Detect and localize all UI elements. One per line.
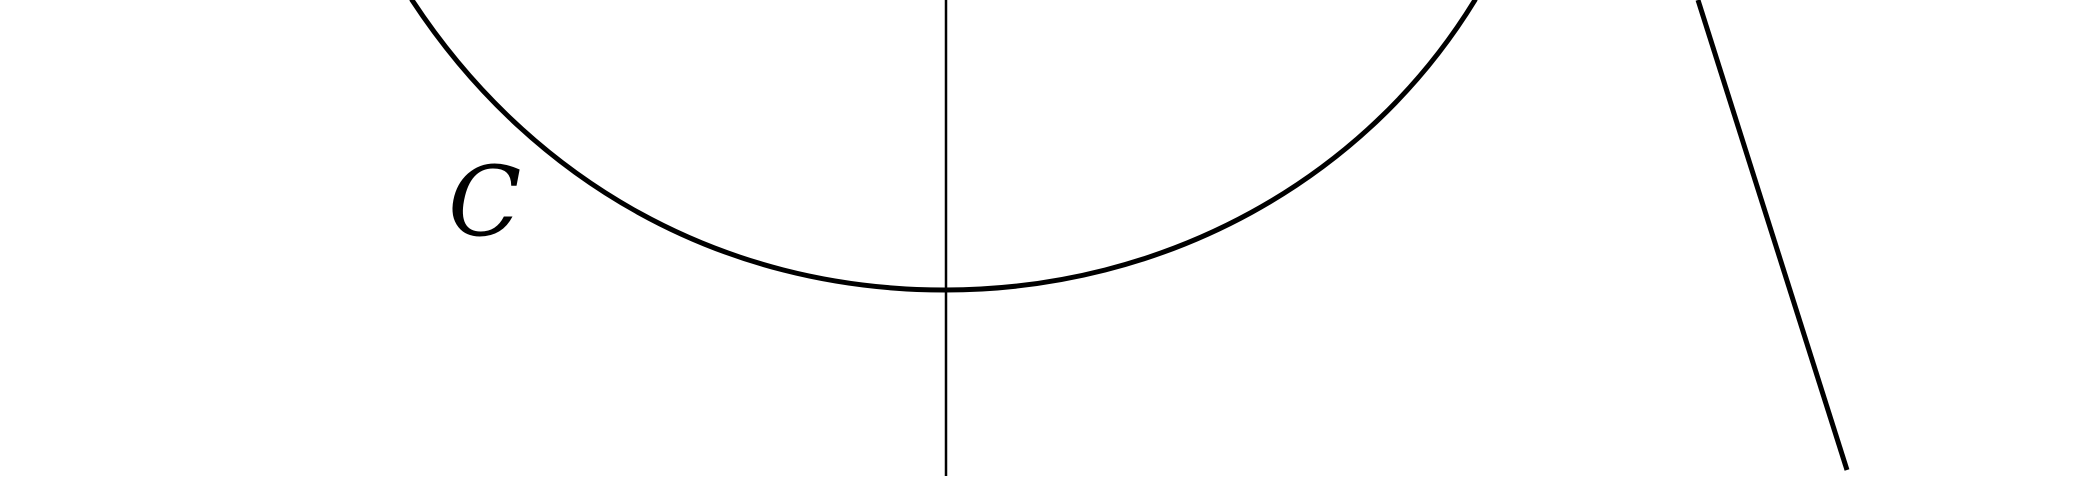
circle-c-arc [409, 0, 1478, 293]
curve-label-c: C [448, 146, 521, 258]
slanted-line [1695, 0, 1850, 471]
